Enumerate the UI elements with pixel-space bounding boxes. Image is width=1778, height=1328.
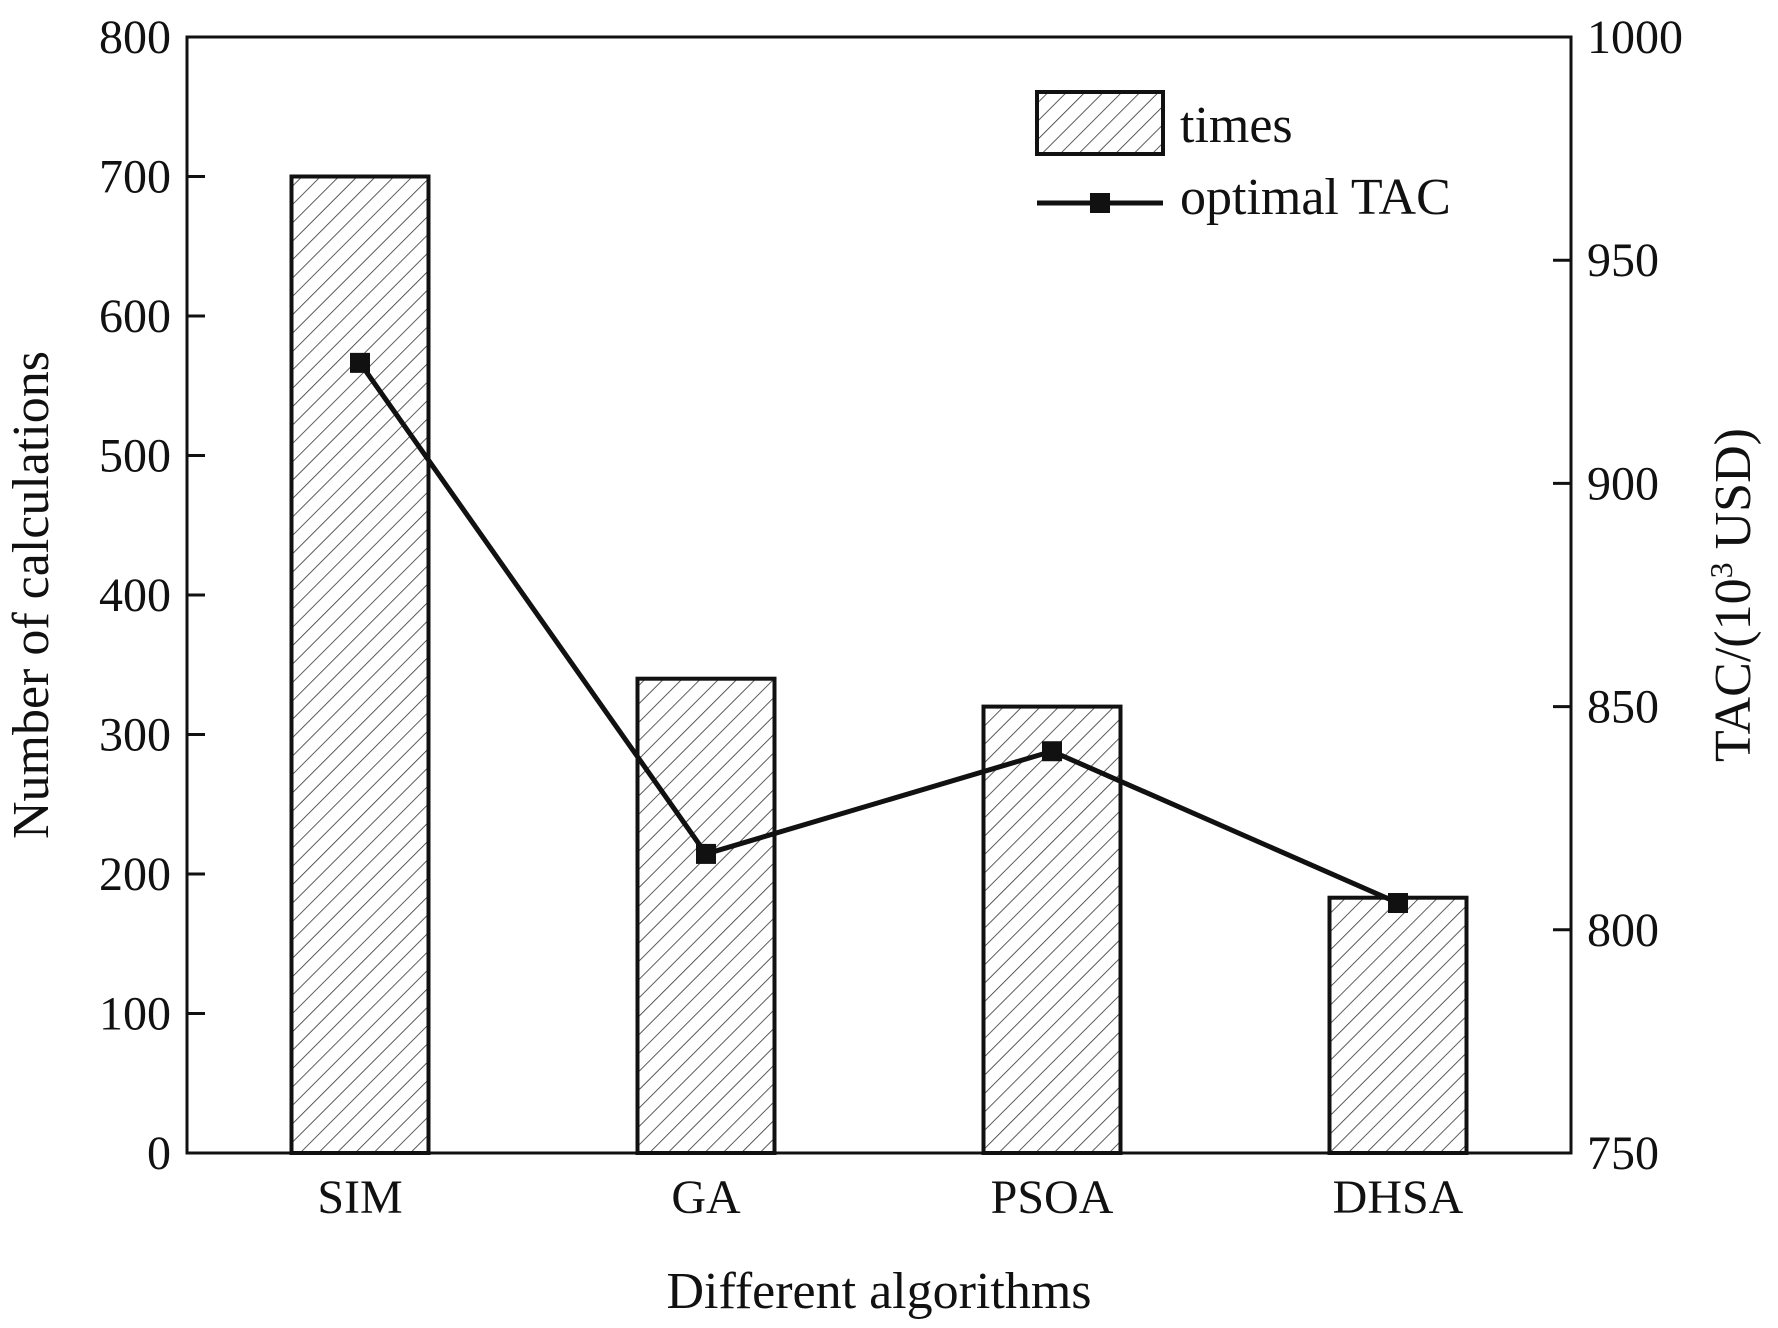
y-tick-label: 200 [99, 848, 171, 901]
y-tick-label: 800 [99, 11, 171, 64]
x-tick-label: GA [671, 1171, 741, 1224]
right-axis: 750 800 850 900 950 1000 [1553, 11, 1683, 1180]
legend-marker-tac [1090, 193, 1110, 213]
tac-point-dhsa [1388, 893, 1408, 914]
y2-axis-title-sup: 3 [1703, 562, 1739, 578]
y2-tick-label: 800 [1587, 904, 1659, 957]
x-axis: SIM GA PSOA DHSA [317, 1171, 1463, 1224]
y-tick-label: 500 [99, 430, 171, 483]
y2-axis-title-tail: USD) [1705, 428, 1762, 562]
y2-tick-label: 1000 [1587, 11, 1683, 64]
legend-label-times: times [1180, 97, 1293, 154]
bar-psoa [981, 704, 1123, 1155]
tac-line [357, 361, 1400, 906]
legend: times optimal TAC [1035, 90, 1451, 226]
y2-axis-title-base: TAC/(10 [1705, 578, 1762, 762]
legend-label-tac: optimal TAC [1180, 169, 1451, 226]
y-tick-label: 100 [99, 988, 171, 1041]
x-tick-label: SIM [317, 1171, 402, 1224]
bar-dhsa [1327, 895, 1469, 1156]
tac-line-series [350, 352, 1408, 914]
bar-ga [635, 676, 777, 1155]
bar-sim [289, 174, 431, 1155]
y-tick-label: 700 [99, 151, 171, 204]
y2-tick-label: 950 [1587, 234, 1659, 287]
bar-series [289, 174, 1469, 1156]
y2-tick-label: 850 [1587, 681, 1659, 734]
tac-point-sim [350, 352, 370, 373]
x-tick-label: DHSA [1333, 1171, 1464, 1224]
tac-point-ga [696, 843, 716, 864]
y-tick-label: 300 [99, 709, 171, 762]
x-axis-title: Different algorithms [666, 1263, 1091, 1320]
y-tick-label: 400 [99, 569, 171, 622]
legend-swatch-times [1035, 90, 1165, 156]
y-tick-label: 600 [99, 290, 171, 343]
tac-point-psoa [1042, 741, 1062, 762]
y2-tick-label: 750 [1587, 1127, 1659, 1180]
y-axis-title: Number of calculations [3, 351, 60, 839]
y-tick-label: 0 [147, 1127, 171, 1180]
y2-tick-label: 900 [1587, 457, 1659, 510]
y2-axis-title: TAC/(103 USD) [1703, 428, 1762, 762]
x-tick-label: PSOA [991, 1171, 1114, 1224]
left-axis: 0 100 200 300 400 500 600 700 800 [99, 11, 205, 1180]
